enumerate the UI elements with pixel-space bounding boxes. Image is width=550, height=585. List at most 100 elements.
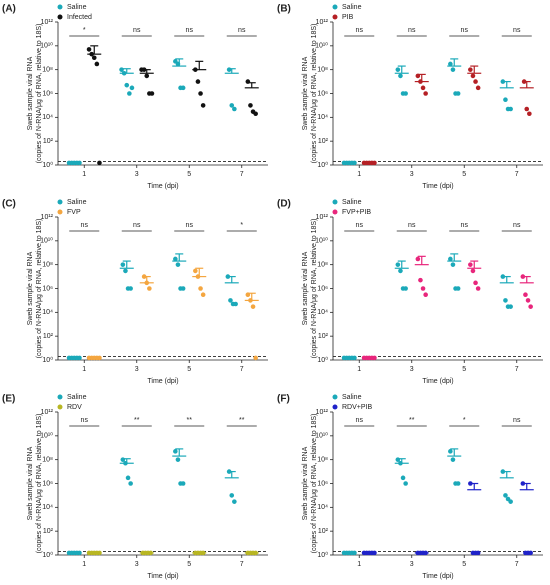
data-point (398, 460, 403, 466)
y-axis-title: (copies of N-RNA/μg of RNA, relative to … (36, 24, 43, 164)
y-tick-label: 10⁸ (42, 262, 53, 269)
significance-label: ** (187, 417, 193, 424)
y-axis-title: Sweb sample viral RNA (27, 446, 34, 520)
data-point (521, 79, 527, 84)
panel-label: (D) (277, 199, 291, 210)
panel-label: (A) (2, 4, 16, 15)
data-point (450, 67, 456, 72)
legend-label: RDV+PIB (342, 404, 372, 411)
y-tick-label: 10⁰ (317, 356, 328, 364)
data-point (193, 67, 198, 72)
data-point (528, 304, 533, 309)
x-tick-label: 5 (187, 171, 191, 178)
data-point (141, 274, 147, 279)
data-point (398, 73, 403, 79)
x-tick-label: 3 (135, 561, 139, 568)
data-point (470, 268, 476, 274)
data-point (528, 550, 533, 556)
x-axis-title: Time (dpi) (147, 573, 178, 580)
y-tick-label: 10⁴ (42, 309, 53, 316)
data-point (352, 160, 357, 166)
data-point (475, 550, 481, 556)
y-tick-label: 10⁰ (42, 551, 53, 559)
data-point (475, 286, 481, 291)
significance-label: ns (133, 222, 141, 229)
y-tick-label: 10¹⁰ (40, 432, 53, 440)
data-point (448, 449, 453, 454)
y-tick-label: 10¹⁰ (40, 237, 53, 245)
data-point (473, 79, 478, 84)
x-tick-label: 3 (135, 171, 139, 178)
legend-label: Saline (342, 199, 362, 206)
x-tick-label: 5 (462, 171, 466, 178)
y-tick-label: 10¹⁰ (315, 42, 328, 50)
y-tick-label: 10¹² (41, 19, 54, 26)
x-tick-label: 1 (82, 561, 86, 568)
significance-label: ns (186, 222, 194, 229)
data-point (503, 493, 508, 498)
data-point (500, 274, 506, 279)
y-tick-label: 10¹² (41, 409, 54, 416)
significance-label: ns (513, 222, 521, 229)
x-axis-title: Time (dpi) (422, 573, 453, 580)
y-tick-label: 10² (318, 333, 329, 340)
data-point (97, 355, 102, 361)
data-point (400, 475, 406, 481)
legend-marker (332, 209, 338, 215)
panel-label: (F) (277, 394, 290, 405)
y-tick-label: 10⁶ (317, 480, 328, 487)
data-point (129, 85, 135, 91)
y-tick-label: 10² (318, 528, 329, 535)
data-point (500, 79, 506, 84)
data-point (89, 51, 94, 57)
data-point (97, 160, 102, 166)
data-point (503, 97, 508, 103)
significance-label: ** (239, 417, 245, 424)
significance-label: ** (409, 417, 415, 424)
data-point (420, 286, 426, 291)
data-point (180, 481, 186, 486)
significance-label: ns (356, 27, 364, 34)
significance-label: ns (408, 27, 416, 34)
legend-label: Saline (67, 394, 87, 401)
significance-label: ns (513, 417, 521, 424)
data-point (473, 280, 478, 286)
x-tick-label: 3 (410, 561, 414, 568)
y-tick-label: 10⁴ (42, 504, 53, 511)
y-tick-label: 10⁸ (42, 67, 53, 74)
data-point (468, 481, 473, 486)
x-tick-label: 5 (462, 561, 466, 568)
data-point (398, 268, 403, 274)
x-tick-label: 7 (515, 366, 519, 373)
data-point (248, 298, 253, 303)
data-point (508, 304, 513, 309)
data-point (147, 286, 152, 291)
x-tick-label: 7 (240, 171, 244, 178)
data-point (448, 61, 453, 67)
x-tick-label: 7 (240, 366, 244, 373)
y-tick-label: 10¹⁰ (315, 237, 328, 245)
y-axis-title: Sweb sample viral RNA (302, 56, 309, 130)
data-point (245, 79, 251, 84)
data-point (450, 262, 456, 267)
y-tick-label: 10¹² (316, 409, 329, 416)
data-point (97, 550, 102, 556)
data-point (403, 286, 408, 291)
x-tick-label: 3 (135, 366, 139, 373)
y-tick-label: 10¹⁰ (40, 42, 53, 50)
data-point (144, 73, 150, 79)
data-point (149, 91, 155, 96)
data-point (173, 256, 178, 262)
data-point (418, 277, 423, 283)
y-tick-label: 10⁸ (317, 67, 328, 74)
data-point (180, 85, 186, 91)
data-point (455, 286, 461, 291)
data-point (525, 298, 531, 303)
data-point (229, 493, 235, 498)
significance-label: ns (356, 417, 364, 424)
y-tick-label: 10⁰ (42, 161, 53, 169)
data-point (77, 550, 82, 556)
x-tick-label: 1 (82, 366, 86, 373)
significance-label: ** (134, 417, 140, 424)
legend-label: FVP+PIB (342, 209, 371, 216)
